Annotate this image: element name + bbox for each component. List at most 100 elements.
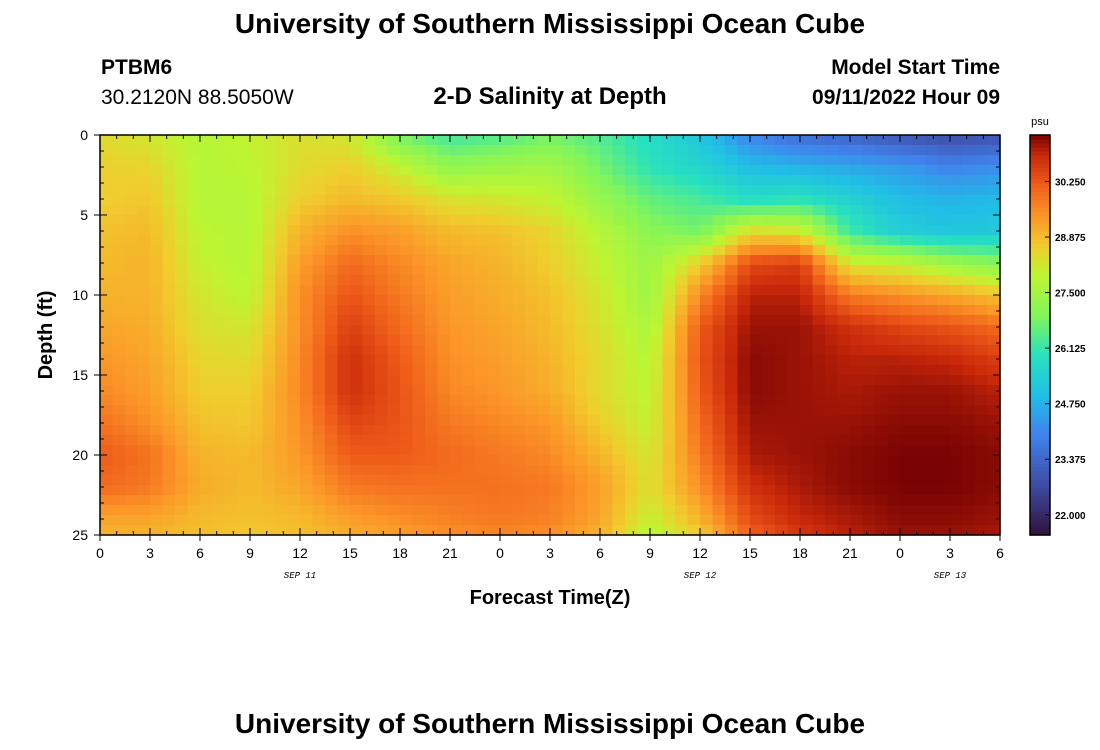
heatmap-cell [300,475,314,486]
heatmap-cell [212,395,226,406]
heatmap-cell [300,195,314,206]
heatmap-cell [450,315,464,326]
heatmap-cell [300,185,314,196]
heatmap-cell [675,365,689,376]
heatmap-cell [700,465,714,476]
heatmap-cell [662,485,676,496]
heatmap-cell [800,395,814,406]
heatmap-cell [387,305,401,316]
heatmap-cell [600,515,614,526]
heatmap-cell [562,485,576,496]
heatmap-cell [287,185,301,196]
heatmap-cell [225,365,239,376]
heatmap-cell [800,435,814,446]
heatmap-cell [112,135,126,146]
heatmap-cell [537,285,551,296]
heatmap-cell [425,265,439,276]
heatmap-cell [625,505,639,516]
heatmap-cell [125,465,139,476]
heatmap-cell [237,205,251,216]
heatmap-cell [162,445,176,456]
heatmap-cell [437,175,451,186]
heatmap-cell [925,445,939,456]
colorbar-segment [1030,235,1050,240]
colorbar-segment [1030,439,1050,444]
heatmap-cell [287,135,301,146]
heatmap-cell [787,435,801,446]
heatmap-cell [625,325,639,336]
heatmap-cell [750,205,764,216]
heatmap-cell [725,295,739,306]
heatmap-cell [187,285,201,296]
heatmap-cell [737,145,751,156]
heatmap-cell [750,395,764,406]
heatmap-cell [162,425,176,436]
heatmap-cell [400,335,414,346]
heatmap-cell [987,335,1001,346]
heatmap-cell [762,485,776,496]
heatmap-cell [600,275,614,286]
colorbar-segment [1030,327,1050,332]
heatmap-cell [737,155,751,166]
heatmap-cell [987,455,1001,466]
heatmap-cell [437,475,451,486]
heatmap-cell [462,245,476,256]
heatmap-cell [237,195,251,206]
heatmap-cell [450,165,464,176]
heatmap-cell [350,155,364,166]
heatmap-cell [962,315,976,326]
heatmap-cell [787,255,801,266]
x-tick-label: 0 [496,545,504,561]
heatmap-cell [950,385,964,396]
heatmap-cell [287,205,301,216]
heatmap-cell [862,215,876,226]
heatmap-cell [312,435,326,446]
heatmap-cell [362,245,376,256]
day-labels: SEP 11 SEP 12 SEP 13 [284,571,967,581]
heatmap-cell [562,275,576,286]
heatmap-cell [687,305,701,316]
heatmap-cell [175,375,189,386]
heatmap-cell [862,525,876,536]
heatmap-cell [437,205,451,216]
heatmap-cell [175,305,189,316]
heatmap-cell [137,495,151,506]
heatmap-cell [125,285,139,296]
heatmap-cell [225,315,239,326]
heatmap-cell [325,505,339,516]
heatmap-cell [637,225,651,236]
heatmap-cell [912,235,926,246]
heatmap-cell [400,485,414,496]
heatmap-cell [775,155,789,166]
heatmap-cell [162,395,176,406]
heatmap-cell [137,145,151,156]
heatmap-cell [750,455,764,466]
heatmap-cell [650,395,664,406]
heatmap-cell [225,155,239,166]
heatmap-cell [925,375,939,386]
heatmap-cell [612,445,626,456]
heatmap-cell [275,365,289,376]
heatmap-cell [550,145,564,156]
x-tick-label: 3 [546,545,554,561]
heatmap-cell [500,195,514,206]
heatmap-cell [487,345,501,356]
heatmap-cell [412,225,426,236]
heatmap-cell [425,215,439,226]
heatmap-cell [700,335,714,346]
heatmap-cell [262,525,276,536]
heatmap-cell [687,425,701,436]
heatmap-cell [887,415,901,426]
heatmap-cell [887,275,901,286]
heatmap-cell [662,295,676,306]
heatmap-cell [762,195,776,206]
heatmap-cell [700,435,714,446]
heatmap-cell [512,445,526,456]
heatmap-cell [987,145,1001,156]
heatmap-cell [862,285,876,296]
heatmap-cell [450,435,464,446]
heatmap-cell [525,515,539,526]
heatmap-cell [900,185,914,196]
heatmap-cell [837,325,851,336]
heatmap-cell [687,195,701,206]
